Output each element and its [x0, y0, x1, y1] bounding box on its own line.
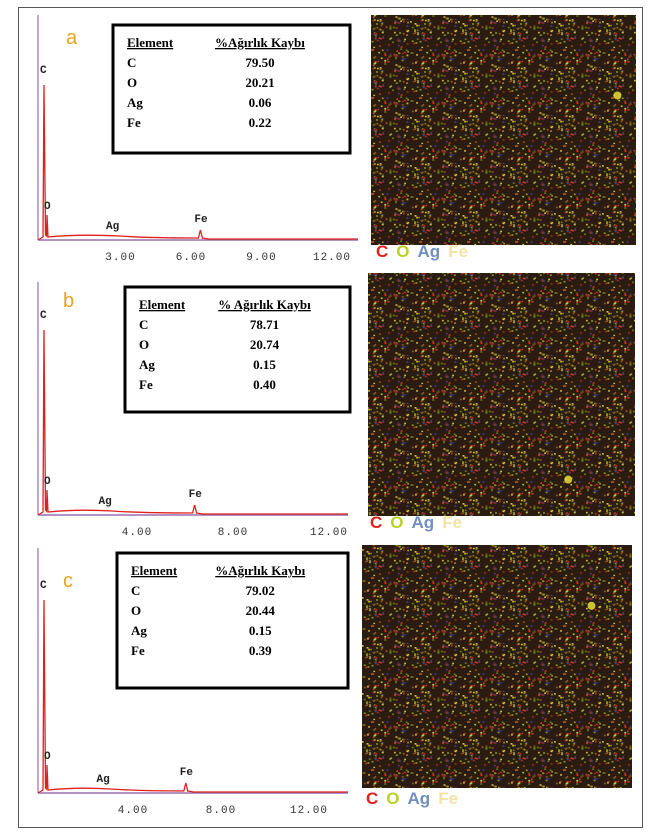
map-legend-item: O	[390, 513, 403, 532]
table-header: %Ağırlık Kaybı	[215, 563, 305, 578]
table-cell: Fe	[127, 115, 141, 130]
peak-label: O	[44, 201, 51, 213]
peak-label: C	[40, 580, 47, 592]
table-header: Element	[139, 297, 186, 312]
table-cell: 0.15	[249, 623, 272, 638]
table-cell: Ag	[139, 357, 155, 372]
x-tick-label: 9.00	[246, 252, 276, 264]
table-cell: 0.40	[253, 377, 276, 392]
map-legend-item: Fe	[442, 513, 462, 532]
panel-label: b	[63, 290, 74, 312]
table-cell: C	[127, 55, 136, 70]
peak-label: Ag	[99, 496, 112, 508]
table-header: % Ağırlık Kaybı	[218, 297, 311, 312]
table-cell: Ag	[127, 95, 143, 110]
map-legend-item: Fe	[438, 789, 458, 808]
peak-label: Fe	[189, 489, 203, 501]
x-tick-label: 4.00	[118, 805, 148, 817]
map-legend-item: C	[376, 242, 388, 261]
map-legend-item: C	[366, 789, 378, 808]
table-cell: 79.02	[246, 583, 275, 598]
table-header: %Ağırlık Kaybı	[215, 35, 305, 50]
x-tick-label: 12.00	[313, 252, 351, 264]
element-map	[362, 545, 632, 788]
table-cell: O	[131, 603, 141, 618]
map-legend-item: Ag	[418, 242, 441, 261]
peak-label: Fe	[180, 767, 194, 779]
map-legend-item: C	[370, 513, 382, 532]
table-cell: C	[139, 317, 148, 332]
element-map	[368, 273, 635, 516]
map-hotspot	[564, 476, 572, 484]
peak-label: C	[40, 310, 47, 322]
peak-label: Ag	[97, 774, 110, 786]
map-hotspot	[613, 92, 621, 100]
table-cell: 0.22	[249, 115, 272, 130]
x-tick-label: 3.00	[105, 252, 135, 264]
x-tick-label: 12.00	[290, 805, 328, 817]
table-cell: 20.44	[246, 603, 276, 618]
table-cell: 79.50	[245, 55, 274, 70]
table-cell: O	[127, 75, 137, 90]
table-header: Element	[131, 563, 178, 578]
table-cell: 20.21	[245, 75, 274, 90]
map-legend-item: Ag	[412, 513, 435, 532]
table-cell: 20.74	[250, 337, 280, 352]
peak-label: O	[44, 476, 51, 488]
table-cell: Ag	[131, 623, 147, 638]
table-header: Element	[127, 35, 174, 50]
map-legend-item: O	[396, 242, 409, 261]
x-tick-label: 12.00	[310, 527, 348, 539]
table-cell: 0.15	[253, 357, 276, 372]
panel-label: a	[66, 27, 78, 49]
figure: COAgFe3.006.009.0012.00aElement%Ağırlık …	[0, 0, 657, 833]
table-cell: 0.39	[249, 643, 272, 658]
peak-label: Ag	[106, 221, 119, 233]
peak-label: O	[44, 751, 51, 763]
peak-label: Fe	[194, 214, 208, 226]
panel-label: c	[63, 570, 73, 592]
x-tick-label: 8.00	[206, 805, 236, 817]
map-legend-item: Fe	[448, 242, 468, 261]
map-hotspot	[588, 602, 596, 610]
table-cell: 78.71	[250, 317, 279, 332]
table-cell: C	[131, 583, 140, 598]
element-map	[371, 15, 636, 245]
map-legend-item: Ag	[408, 789, 431, 808]
x-tick-label: 4.00	[122, 527, 152, 539]
map-legend-item: O	[386, 789, 399, 808]
peak-label: C	[40, 65, 47, 77]
x-tick-label: 6.00	[176, 252, 206, 264]
x-tick-label: 8.00	[218, 527, 248, 539]
table-cell: Fe	[139, 377, 153, 392]
table-cell: Fe	[131, 643, 145, 658]
table-cell: O	[139, 337, 149, 352]
table-cell: 0.06	[249, 95, 272, 110]
